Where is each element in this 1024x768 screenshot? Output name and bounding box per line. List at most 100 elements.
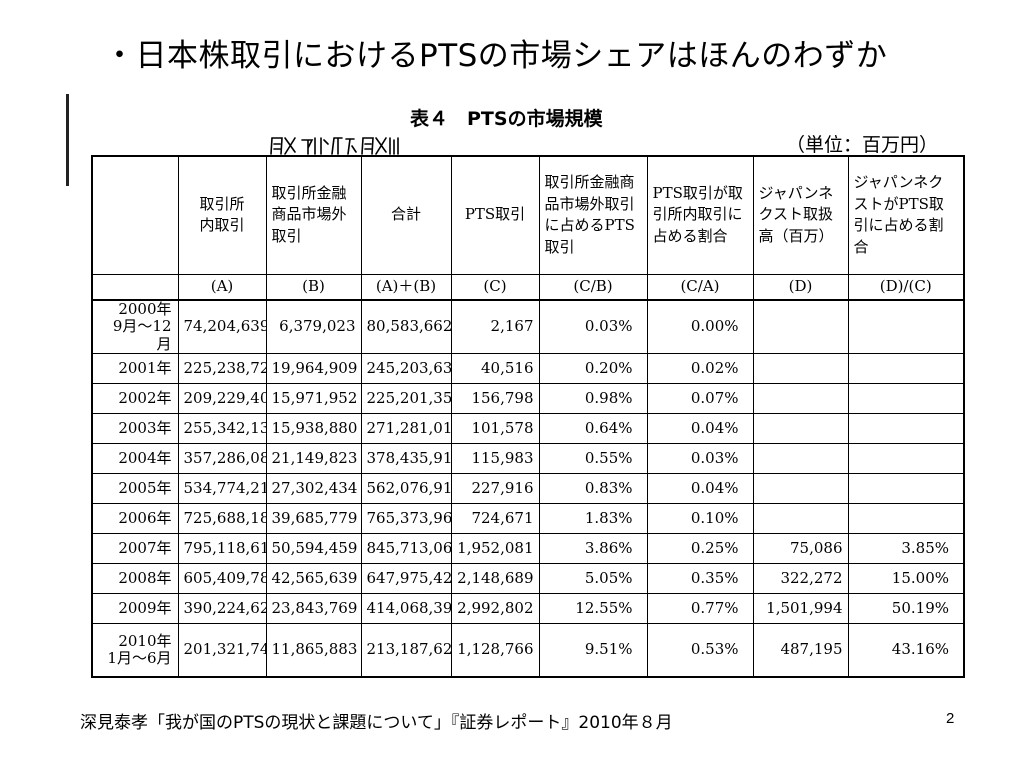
cell-ca: 0.53% xyxy=(646,623,754,678)
cell-cb: 0.83% xyxy=(538,473,648,504)
cell-ca: 0.00% xyxy=(646,299,754,354)
cell-cb: 1.83% xyxy=(538,503,648,534)
cell-d: 75,086 xyxy=(752,533,849,564)
cell-ca: 0.03% xyxy=(646,443,754,474)
cell-c: 2,992,802 xyxy=(450,593,540,624)
cell-b: 27,302,434 xyxy=(265,473,362,504)
cell-a: 255,342,134 xyxy=(177,413,267,444)
cell-total: 245,203,634 xyxy=(360,353,452,384)
cell-a: 725,688,187 xyxy=(177,503,267,534)
table-row: 2008年605,409,78142,565,639647,975,4202,1… xyxy=(91,563,965,594)
formula-c: (C) xyxy=(450,273,540,301)
formula-row: (A) (B) (A)＋(B) (C) (C/B) (C/A) (D) (D)/… xyxy=(91,273,965,301)
table-row: 2010年 1月～6月201,321,74211,865,883213,187,… xyxy=(91,623,965,678)
cell-ca: 0.10% xyxy=(646,503,754,534)
cell-dc xyxy=(847,383,965,414)
cell-d xyxy=(752,503,849,534)
cell-d xyxy=(752,473,849,504)
cell-ca: 0.25% xyxy=(646,533,754,564)
cell-dc xyxy=(847,413,965,444)
cell-year: 2010年 1月～6月 xyxy=(91,623,179,678)
cell-d xyxy=(752,383,849,414)
cell-c: 1,128,766 xyxy=(450,623,540,678)
table-row: 2009年390,224,62723,843,769414,068,3962,9… xyxy=(91,593,965,624)
cell-total: 213,187,625 xyxy=(360,623,452,678)
cell-dc xyxy=(847,503,965,534)
cell-total: 225,201,358 xyxy=(360,383,452,414)
header-dc: ジャパンネク ストがPTS取 引に占める割 合 xyxy=(847,155,965,275)
cell-total: 765,373,966 xyxy=(360,503,452,534)
table-row: 2003年255,342,13415,938,880271,281,014101… xyxy=(91,413,965,444)
formula-corner xyxy=(91,273,179,301)
cell-cb: 0.98% xyxy=(538,383,648,414)
source-citation: 深見泰孝「我が国のPTSの現状と課題について」『証券レポート』2010年８月 xyxy=(80,713,673,733)
slide-title: ・日本株取引におけるPTSの市場シェアはほんのわずか xyxy=(104,38,888,74)
cell-total: 845,713,069 xyxy=(360,533,452,564)
formula-a: (A) xyxy=(177,273,267,301)
cell-cb: 0.03% xyxy=(538,299,648,354)
header-b: 取引所金融 商品市場外 取引 xyxy=(265,155,362,275)
cell-ca: 0.04% xyxy=(646,473,754,504)
cell-a: 534,774,213 xyxy=(177,473,267,504)
cell-a: 357,286,089 xyxy=(177,443,267,474)
formula-ca: (C/A) xyxy=(646,273,754,301)
cell-cb: 5.05% xyxy=(538,563,648,594)
cell-b: 23,843,769 xyxy=(265,593,362,624)
table-row: 2001年225,238,72519,964,909245,203,63440,… xyxy=(91,353,965,384)
cell-year: 2009年 xyxy=(91,593,179,624)
cell-dc xyxy=(847,299,965,354)
cell-c: 724,671 xyxy=(450,503,540,534)
cell-b: 6,379,023 xyxy=(265,299,362,354)
cell-c: 156,798 xyxy=(450,383,540,414)
cell-year: 2001年 xyxy=(91,353,179,384)
cell-b: 39,685,779 xyxy=(265,503,362,534)
cell-year: 2000年 9月～12月 xyxy=(91,299,179,354)
header-a: 取引所 内取引 xyxy=(177,155,267,275)
cell-dc: 43.16% xyxy=(847,623,965,678)
cell-d xyxy=(752,443,849,474)
cell-cb: 0.55% xyxy=(538,443,648,474)
cell-d: 322,272 xyxy=(752,563,849,594)
corner-cell xyxy=(91,155,179,275)
cell-c: 227,916 xyxy=(450,473,540,504)
table-row: 2005年534,774,21327,302,434562,076,916227… xyxy=(91,473,965,504)
unit-label: （単位：百万円） xyxy=(786,134,939,156)
cell-b: 21,149,823 xyxy=(265,443,362,474)
cell-a: 74,204,639 xyxy=(177,299,267,354)
header-total: 合計 xyxy=(360,155,452,275)
header-d: ジャパンネ クスト取扱 高（百万） xyxy=(752,155,849,275)
cell-b: 15,971,952 xyxy=(265,383,362,414)
table-row: 2007年795,118,61050,594,459845,713,0691,9… xyxy=(91,533,965,564)
cell-year: 2002年 xyxy=(91,383,179,414)
cell-c: 1,952,081 xyxy=(450,533,540,564)
cell-c: 101,578 xyxy=(450,413,540,444)
cell-year: 2007年 xyxy=(91,533,179,564)
cell-dc xyxy=(847,473,965,504)
table-caption: 表４ PTSの市場規模 xyxy=(410,108,603,130)
header-row: 取引所 内取引 取引所金融 商品市場外 取引 合計 PTS取引 取引所金融商 品… xyxy=(91,155,965,275)
cell-a: 795,118,610 xyxy=(177,533,267,564)
cell-dc xyxy=(847,443,965,474)
cell-dc: 50.19% xyxy=(847,593,965,624)
cell-year: 2008年 xyxy=(91,563,179,594)
table-row: 2002年209,229,40615,971,952225,201,358156… xyxy=(91,383,965,414)
cell-total: 80,583,662 xyxy=(360,299,452,354)
table-body: 2000年 9月～12月 74,204,639 6,379,023 80,583,66… xyxy=(91,299,965,678)
cell-year: 2006年 xyxy=(91,503,179,534)
cell-c: 115,983 xyxy=(450,443,540,474)
cell-cb: 12.55% xyxy=(538,593,648,624)
cell-b: 11,865,883 xyxy=(265,623,362,678)
header-ca: PTS取引が取 引所内取引に 占める割合 xyxy=(646,155,754,275)
cell-cb: 0.64% xyxy=(538,413,648,444)
cell-ca: 0.04% xyxy=(646,413,754,444)
handwritten-annotation xyxy=(270,137,401,157)
table-row: 2000年 9月～12月 74,204,639 6,379,023 80,583,66… xyxy=(91,299,965,354)
cell-a: 390,224,627 xyxy=(177,593,267,624)
cell-year: 2004年 xyxy=(91,443,179,474)
cell-cb: 0.20% xyxy=(538,353,648,384)
cell-total: 414,068,396 xyxy=(360,593,452,624)
cell-dc: 15.00% xyxy=(847,563,965,594)
cell-b: 19,964,909 xyxy=(265,353,362,384)
cell-total: 647,975,420 xyxy=(360,563,452,594)
cell-a: 201,321,742 xyxy=(177,623,267,678)
